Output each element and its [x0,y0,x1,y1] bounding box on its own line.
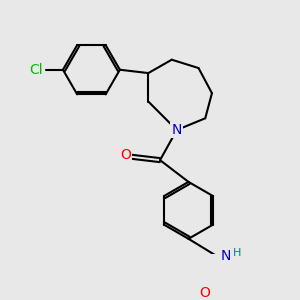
Text: N: N [172,123,182,137]
Text: O: O [199,286,210,300]
Text: O: O [120,148,131,162]
Text: H: H [233,248,241,258]
Text: N: N [221,249,231,262]
Text: Cl: Cl [29,63,43,77]
